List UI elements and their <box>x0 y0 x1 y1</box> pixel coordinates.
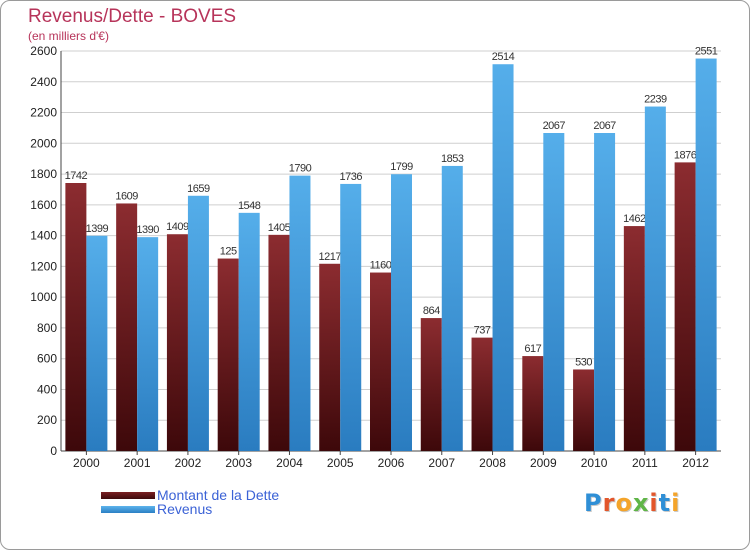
data-label: 1742 <box>65 170 88 182</box>
data-label: 1548 <box>238 200 261 212</box>
x-tick-label: 2001 <box>124 456 151 470</box>
data-label: 1736 <box>339 171 362 183</box>
y-tick-label: 400 <box>37 382 57 396</box>
bar-revenus <box>187 195 209 451</box>
data-label: 1409 <box>166 221 189 233</box>
y-tick-label: 1400 <box>30 229 57 243</box>
data-label: 530 <box>575 356 592 368</box>
data-label: 1790 <box>289 163 312 175</box>
chart-title: Revenus/Dette - BOVES <box>28 6 237 27</box>
bar-revenus <box>238 212 260 451</box>
bar-dette <box>217 258 239 451</box>
bar-dette <box>166 234 188 451</box>
logo-letter: i <box>649 489 659 517</box>
data-label: 2551 <box>695 46 718 58</box>
legend-swatch-dette <box>101 491 155 499</box>
bar-revenus <box>340 183 362 451</box>
legend-item-dette: Montant de la Dette <box>101 487 280 503</box>
bar-dette <box>319 263 341 451</box>
data-label: 2067 <box>593 120 616 132</box>
x-tick-label: 2004 <box>276 456 303 470</box>
y-tick-label: 2000 <box>30 136 57 150</box>
legend-item-revenus: Revenus <box>101 501 213 517</box>
y-tick-label: 2600 <box>30 44 57 58</box>
x-tick-label: 2012 <box>682 456 709 470</box>
bar-revenus <box>441 165 463 451</box>
data-label: 864 <box>423 305 440 317</box>
logo-letter: r <box>602 489 616 517</box>
data-label: 1876 <box>674 149 697 161</box>
data-label: 1390 <box>136 224 159 236</box>
y-tick-label: 0 <box>50 444 57 458</box>
bar-dette <box>573 369 595 451</box>
x-tick-label: 2005 <box>327 456 354 470</box>
bar-dette <box>268 234 290 451</box>
data-label: 1609 <box>115 190 138 202</box>
data-label: 1399 <box>86 223 109 235</box>
chart-subtitle: (en milliers d'€) <box>28 29 109 43</box>
legend-label-revenus: Revenus <box>157 501 213 517</box>
y-tick-label: 2400 <box>30 75 57 89</box>
bar-revenus <box>492 64 514 451</box>
bar-revenus <box>391 174 412 451</box>
bar-dette <box>65 183 87 451</box>
bar-dette <box>674 162 696 451</box>
y-tick-label: 1600 <box>30 198 57 212</box>
bar-revenus <box>695 58 717 452</box>
y-tick-label: 2200 <box>30 106 57 120</box>
bar-dette <box>623 226 645 451</box>
bar-dette <box>370 272 391 451</box>
bar-revenus <box>543 133 565 451</box>
x-tick-label: 2006 <box>378 456 405 470</box>
x-tick-label: 2000 <box>73 456 100 470</box>
logo-letter: i <box>671 489 681 517</box>
bar-dette <box>420 318 442 451</box>
x-tick-label: 2009 <box>530 456 557 470</box>
data-label: 1462 <box>623 213 646 225</box>
bar-revenus <box>137 237 159 451</box>
proxiti-logo: Proxiti <box>584 489 680 517</box>
bar-dette <box>522 356 544 451</box>
x-tick-label: 2002 <box>175 456 202 470</box>
data-label: 2239 <box>644 94 667 106</box>
y-tick-label: 1000 <box>30 290 57 304</box>
bar-dette <box>116 203 138 451</box>
data-label: 1659 <box>187 183 210 195</box>
legend-label-dette: Montant de la Dette <box>157 487 280 503</box>
logo-letter: x <box>632 489 650 517</box>
x-tick-label: 2010 <box>581 456 608 470</box>
y-tick-label: 800 <box>37 321 57 335</box>
logo-letter: o <box>615 489 633 517</box>
data-label: 1405 <box>268 222 291 234</box>
bar-revenus <box>594 133 616 451</box>
bar-revenus <box>644 106 666 452</box>
bar-revenus <box>86 235 108 451</box>
x-tick-label: 2007 <box>428 456 455 470</box>
x-tick-label: 2011 <box>632 456 658 470</box>
legend-swatch-revenus <box>101 505 155 513</box>
data-label: 1160 <box>370 260 392 272</box>
y-tick-label: 200 <box>37 413 57 427</box>
x-tick-label: 2008 <box>479 456 506 470</box>
data-label: 2067 <box>543 120 566 132</box>
logo-letter: P <box>584 489 603 517</box>
x-tick-label: 2003 <box>225 456 252 470</box>
data-label: 617 <box>524 343 541 355</box>
data-label: 2514 <box>492 51 515 63</box>
logo-letter: t <box>658 489 672 517</box>
data-label: 125 <box>220 246 237 258</box>
data-label: 1799 <box>390 161 413 173</box>
data-label: 1853 <box>441 153 464 165</box>
data-label: 1217 <box>318 251 341 263</box>
y-tick-label: 1200 <box>30 259 57 273</box>
y-tick-label: 600 <box>37 352 57 366</box>
data-label: 737 <box>474 325 491 337</box>
y-tick-label: 1800 <box>30 167 57 181</box>
bar-revenus <box>289 175 311 451</box>
bar-dette <box>471 337 493 451</box>
